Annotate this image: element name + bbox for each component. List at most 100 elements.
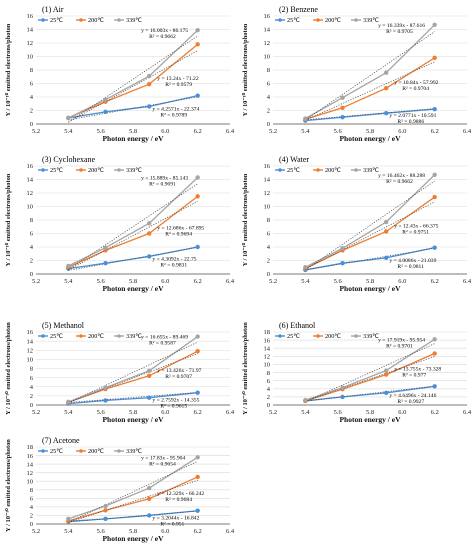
y-tick-label: 2 (30, 108, 33, 115)
x-tick-label: 6.0 (398, 409, 406, 416)
data-point (103, 385, 108, 390)
trend-equation: y = 4.2571x - 22.374 (152, 106, 199, 112)
y-tick-label: 6 (267, 231, 271, 238)
data-point (103, 261, 108, 266)
legend-label: 25℃ (50, 448, 63, 455)
trend-r2: R² = 0.951 (160, 521, 184, 527)
chart-panel: 0 2 4 6 8 10 12 14 16 5.2 5.4 5.6 5.8 6.0 6.2 6.4 (1) Ai… (5, 5, 235, 143)
panel-title: (6) Ethanol (279, 321, 316, 330)
trend-equation: y = 10.84x - 57.992 (394, 80, 438, 86)
y-tick-label: 16 (27, 453, 34, 460)
chart-panel: 0 2 4 6 8 10 12 14 16 5.2 5.4 5.6 5.8 6.0 6.2 6.4 (4) Wa… (242, 155, 472, 293)
x-tick-label: 6.0 (398, 128, 406, 135)
trend-r2: R² = 0.9662 (149, 34, 176, 40)
panel-title: (1) Air (42, 5, 64, 14)
y-axis-label: Y / 10⁻¹⁰ emitted electrons/photon (5, 439, 12, 532)
data-point (340, 105, 345, 111)
series-line (68, 336, 199, 403)
x-axis-label: Photon energy / eV (102, 415, 164, 424)
series-line (68, 392, 198, 405)
data-point (195, 455, 200, 460)
chart-panel: 0 2 4 6 8 10 12 14 16 5.2 5.4 5.6 5.8 6.0 6.2 6.4 (2) Be… (242, 5, 472, 143)
y-tick-label: 16 (27, 13, 34, 20)
y-tick-label: 16 (27, 329, 34, 336)
x-tick-label: 6.4 (226, 528, 235, 535)
legend-label: 200℃ (88, 167, 104, 174)
x-tick-label: 5.6 (97, 409, 106, 416)
legend-marker (41, 168, 45, 172)
trend-r2: R² = 0.9705 (386, 29, 413, 35)
trend-r2: R² = 0.9694 (165, 232, 192, 238)
data-point (66, 516, 71, 522)
data-point (103, 109, 108, 115)
legend-marker (79, 334, 83, 338)
trend-equation: y = 17.83x - 95.904 (141, 455, 185, 461)
series-line (68, 29, 199, 119)
y-tick-label: 16 (264, 337, 271, 344)
data-point (432, 194, 437, 200)
data-point (146, 104, 152, 109)
x-tick-label: 5.6 (334, 278, 343, 285)
data-point (146, 73, 152, 79)
y-tick-label: 2 (30, 513, 33, 520)
x-tick-label: 5.6 (334, 128, 343, 135)
legend-marker (278, 334, 282, 338)
panel-title: (4) Water (279, 155, 309, 164)
y-tick-label: 16 (27, 163, 34, 170)
y-tick-label: 6 (30, 81, 34, 88)
legend-label: 200℃ (88, 333, 104, 340)
trend-line (68, 96, 198, 121)
series-line (305, 338, 436, 401)
y-tick-label: 0 (30, 121, 33, 128)
data-point (66, 263, 71, 269)
y-tick-label: 18 (264, 329, 271, 336)
series-line (68, 476, 198, 522)
y-tick-label: 16 (264, 13, 271, 20)
x-tick-label: 5.2 (269, 409, 277, 416)
trend-equation: y = 4.0086x - 21.039 (389, 258, 436, 264)
y-tick-label: 6 (30, 231, 34, 238)
legend-marker (316, 334, 320, 338)
trend-line (68, 341, 198, 404)
y-tick-label: 10 (264, 204, 271, 211)
trend-r2: R² = 0.9811 (397, 264, 424, 270)
data-point (383, 86, 389, 91)
series-line (305, 174, 436, 268)
trend-equation: y = 16.339x - 87.616 (378, 23, 425, 29)
x-tick-label: 6.0 (161, 409, 169, 416)
x-tick-label: 5.6 (97, 528, 106, 535)
trend-line (305, 61, 435, 121)
trend-r2: R² = 0.9684 (165, 497, 192, 503)
trend-r2: R² = 0.9615 (160, 404, 187, 410)
data-point (340, 246, 345, 251)
series-line (305, 108, 435, 122)
x-tick-label: 5.8 (129, 128, 137, 135)
trend-equation: y = 13.755x - 73.328 (394, 367, 441, 373)
y-axis-label: Y / 10⁻¹⁰ emitted electrons/photon (242, 23, 249, 116)
y-tick-label: 14 (27, 461, 34, 468)
x-axis-label: Photon energy / eV (102, 284, 164, 293)
legend-label: 25℃ (50, 167, 63, 174)
data-point (146, 254, 152, 259)
trend-r2: R² = 0.9789 (160, 112, 187, 118)
trend-line (68, 201, 198, 271)
y-tick-label: 4 (30, 504, 34, 511)
trend-line (305, 180, 435, 271)
trend-r2: R² = 0.9654 (149, 461, 176, 467)
data-point (103, 245, 108, 250)
series-line (305, 24, 436, 120)
data-point (383, 372, 389, 377)
x-tick-label: 5.8 (366, 278, 374, 285)
y-tick-label: 0 (267, 402, 270, 409)
trend-line (68, 510, 198, 523)
legend-label: 25℃ (50, 17, 63, 24)
trend-r2: R² = 0.9927 (397, 399, 424, 405)
legend-marker (117, 334, 121, 338)
trend-equation: y = 4.3092x - 22.75 (152, 256, 196, 262)
x-tick-label: 6.0 (398, 278, 406, 285)
y-tick-label: 10 (27, 478, 34, 485)
y-tick-label: 2 (30, 393, 33, 400)
y-tick-label: 14 (264, 177, 271, 184)
legend-marker (41, 334, 45, 338)
trend-equation: y = 17.919x - 95.954 (378, 337, 425, 343)
